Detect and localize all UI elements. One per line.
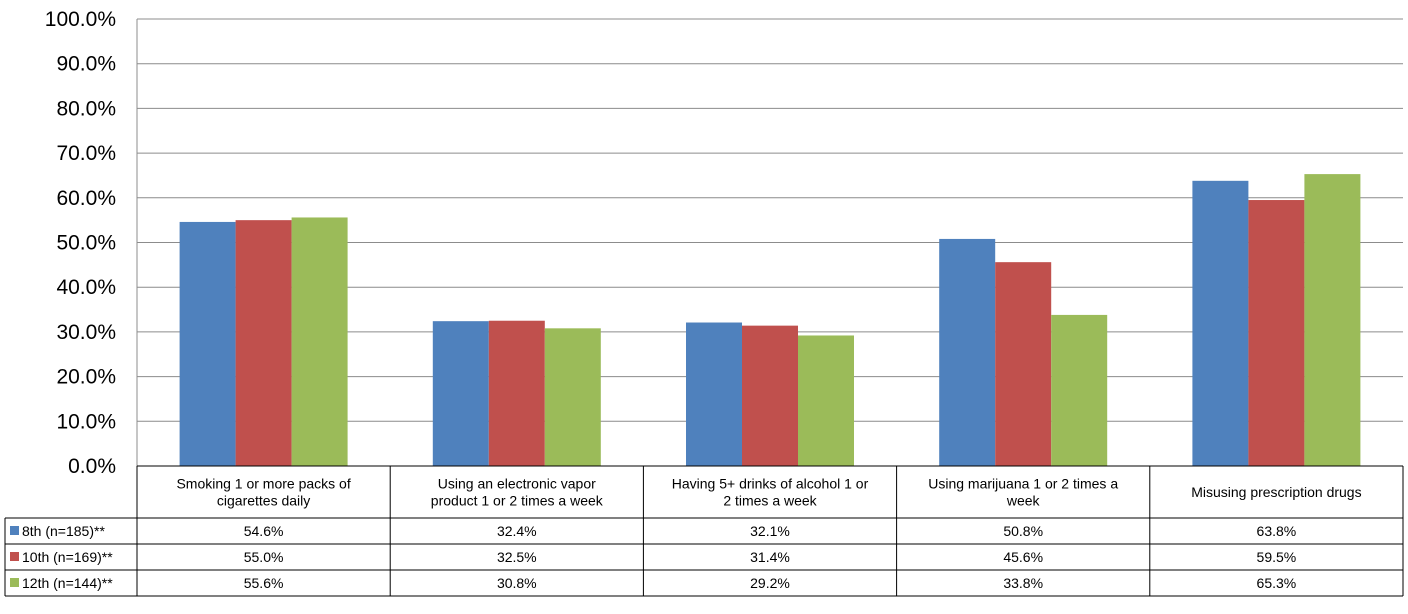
bar xyxy=(1051,314,1108,466)
category-label: Misusing prescription drugs xyxy=(1191,484,1361,500)
data-label: 31.4% xyxy=(750,549,790,565)
category-label: Using marijuana 1 or 2 times a xyxy=(928,476,1118,492)
gridlines xyxy=(136,18,1403,466)
data-label: 32.1% xyxy=(750,523,790,539)
legend-swatch xyxy=(10,578,19,587)
legend-label: 12th (n=144)** xyxy=(22,575,113,591)
legend-label: 8th (n=185)** xyxy=(22,523,105,539)
data-label: 50.8% xyxy=(1003,523,1043,539)
bars xyxy=(179,174,1361,466)
y-tick-label: 20.0% xyxy=(56,366,116,389)
category-label: 2 times a week xyxy=(723,493,817,509)
bar xyxy=(686,322,742,466)
bar xyxy=(798,335,854,466)
bar xyxy=(1304,174,1361,466)
y-tick-label: 30.0% xyxy=(56,321,116,344)
category-label: Using an electronic vapor xyxy=(438,476,596,492)
data-label: 54.6% xyxy=(244,523,284,539)
bar xyxy=(995,262,1052,466)
y-tick-label: 60.0% xyxy=(56,187,116,210)
y-tick-label: 100.0% xyxy=(45,8,116,31)
data-label: 63.8% xyxy=(1257,523,1297,539)
y-tick-label: 0.0% xyxy=(68,455,116,478)
legend-label: 10th (n=169)** xyxy=(22,549,113,565)
data-label: 45.6% xyxy=(1003,549,1043,565)
data-label: 29.2% xyxy=(750,575,790,591)
category-label: Smoking 1 or more packs of xyxy=(176,476,350,492)
bar xyxy=(742,325,798,466)
bar xyxy=(544,328,601,466)
bar xyxy=(1248,200,1305,466)
bar xyxy=(432,321,489,466)
category-label: cigarettes daily xyxy=(217,493,310,509)
category-label: product 1 or 2 times a week xyxy=(431,493,604,509)
data-label: 33.8% xyxy=(1003,575,1043,591)
y-axis-tick-labels: 0.0% 10.0% 20.0% 30.0% 40.0% 50.0% 60.0% 70.0% 8… xyxy=(45,8,116,478)
bar xyxy=(291,217,348,466)
data-label: 55.0% xyxy=(244,549,284,565)
y-tick-label: 90.0% xyxy=(56,53,116,76)
legend-swatch xyxy=(10,526,19,535)
data-label: 30.8% xyxy=(497,575,537,591)
bar xyxy=(488,320,545,466)
bar xyxy=(235,220,292,466)
y-tick-label: 40.0% xyxy=(56,276,116,299)
data-label: 55.6% xyxy=(244,575,284,591)
category-label: week xyxy=(1006,493,1041,509)
data-label: 32.4% xyxy=(497,523,537,539)
y-tick-label: 80.0% xyxy=(56,97,116,120)
y-tick-label: 10.0% xyxy=(56,410,116,433)
bar xyxy=(179,221,236,466)
y-tick-label: 50.0% xyxy=(56,232,116,255)
y-tick-label: 70.0% xyxy=(56,142,116,165)
data-label: 65.3% xyxy=(1257,575,1297,591)
data-label: 59.5% xyxy=(1257,549,1297,565)
category-label: Having 5+ drinks of alcohol 1 or xyxy=(672,476,869,492)
bar xyxy=(1192,180,1249,466)
bar xyxy=(939,238,996,466)
data-label: 32.5% xyxy=(497,549,537,565)
legend-swatch xyxy=(10,552,19,561)
